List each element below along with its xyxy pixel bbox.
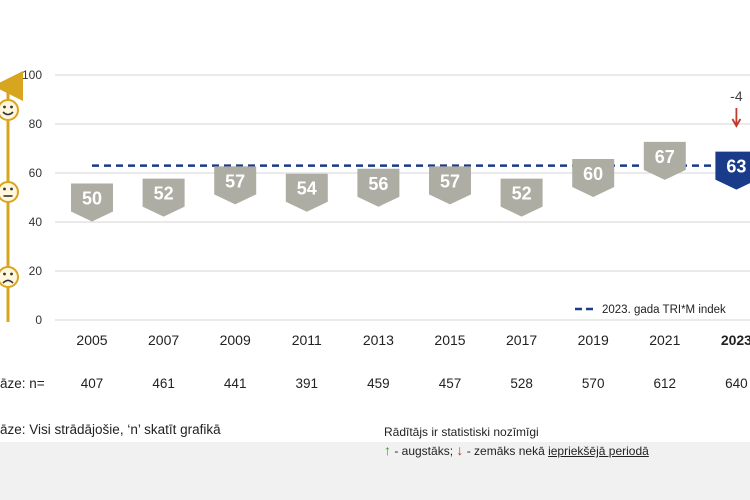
data-label: 50 bbox=[82, 189, 102, 209]
y-tick-label: 0 bbox=[35, 313, 42, 327]
data-label: 57 bbox=[225, 171, 245, 191]
data-label: 56 bbox=[368, 174, 388, 194]
x-tick-label: 2023 bbox=[721, 332, 750, 348]
x-tick-label: 2009 bbox=[220, 332, 251, 348]
previous-period-link: iepriekšējā periodā bbox=[548, 444, 649, 458]
bar bbox=[357, 168, 400, 207]
bar bbox=[142, 178, 185, 217]
y-axis-accent bbox=[0, 71, 23, 322]
sample-size-row: āze: n= 407 461 441 391 459 457 528 570 612 640 bbox=[0, 376, 748, 391]
sample-size-value: 391 bbox=[296, 376, 319, 391]
bar bbox=[285, 173, 328, 212]
bar bbox=[643, 141, 686, 180]
footer-band bbox=[0, 442, 750, 500]
sample-size-value: 570 bbox=[582, 376, 605, 391]
y-tick-label: 100 bbox=[22, 68, 42, 82]
higher-label: - augstāks; bbox=[391, 444, 454, 458]
arrow-down-icon: ↓ bbox=[456, 442, 464, 458]
bar bbox=[572, 159, 615, 197]
sample-size-value: 459 bbox=[367, 376, 390, 391]
data-label: 52 bbox=[512, 184, 532, 204]
y-tick-label: 60 bbox=[29, 166, 43, 180]
x-tick-label: 2013 bbox=[363, 332, 394, 348]
smiley-sad-icon bbox=[0, 266, 19, 288]
sample-size-value: 441 bbox=[224, 376, 247, 391]
data-label: 67 bbox=[655, 147, 675, 167]
data-label: 63 bbox=[726, 157, 746, 177]
sample-size-value: 461 bbox=[152, 376, 175, 391]
arrow-up-icon: ↑ bbox=[384, 442, 391, 458]
lower-label: - zemāks nekā bbox=[463, 444, 549, 458]
sample-size-value: 528 bbox=[510, 376, 533, 391]
change-annotation: -4 bbox=[730, 88, 743, 104]
sample-size-value: 612 bbox=[654, 376, 677, 391]
sample-size-value: 457 bbox=[439, 376, 462, 391]
bar bbox=[429, 166, 471, 205]
x-tick-label: 2021 bbox=[649, 332, 680, 348]
significance-legend: ↑ - augstāks; ↓ - zemāks nekā iepriekšēj… bbox=[384, 442, 649, 458]
x-tick-label: 2011 bbox=[292, 332, 322, 348]
annotation-group: -4 bbox=[730, 88, 743, 128]
bar bbox=[500, 178, 543, 217]
sample-size-value: 407 bbox=[81, 376, 104, 391]
x-tick-label: 2019 bbox=[578, 332, 609, 348]
sample-size-label: āze: n= bbox=[0, 376, 45, 391]
data-label: 60 bbox=[583, 164, 603, 184]
x-axis-labels: 2005 2007 2009 2011 2013 2015 2017 2019 2021 2023 bbox=[76, 332, 750, 348]
bar bbox=[715, 151, 750, 190]
smiley-happy-icon bbox=[0, 99, 19, 121]
bars: 50 52 57 54 56 57 52 60 67 63 bbox=[71, 141, 750, 222]
legend-label: 2023. gada TRI*M indek bbox=[602, 304, 726, 316]
bar bbox=[214, 166, 257, 205]
base-note: āze: Visi strādājošie, ‘n’ skatīt grafik… bbox=[0, 422, 221, 437]
x-tick-label: 2015 bbox=[434, 332, 465, 348]
significance-title: Rādītājs ir statistiski nozīmīgi bbox=[384, 425, 539, 439]
x-tick-label: 2017 bbox=[506, 332, 537, 348]
bar bbox=[71, 183, 113, 222]
x-tick-label: 2005 bbox=[76, 332, 107, 348]
y-axis-ticks: 0 20 40 60 80 100 bbox=[22, 68, 42, 327]
reference-line-group: 2023. gada TRI*M indek bbox=[92, 164, 740, 316]
y-tick-label: 80 bbox=[29, 117, 43, 131]
x-tick-label: 2007 bbox=[148, 332, 179, 348]
data-label: 57 bbox=[440, 171, 460, 191]
smiley-neutral-icon bbox=[0, 181, 19, 203]
y-tick-label: 20 bbox=[29, 264, 43, 278]
grid bbox=[55, 74, 750, 321]
data-label: 52 bbox=[154, 184, 174, 204]
y-tick-label: 40 bbox=[29, 215, 43, 229]
data-label: 54 bbox=[297, 179, 317, 199]
sample-size-value: 640 bbox=[725, 376, 748, 391]
arrow-down-icon bbox=[731, 108, 742, 128]
